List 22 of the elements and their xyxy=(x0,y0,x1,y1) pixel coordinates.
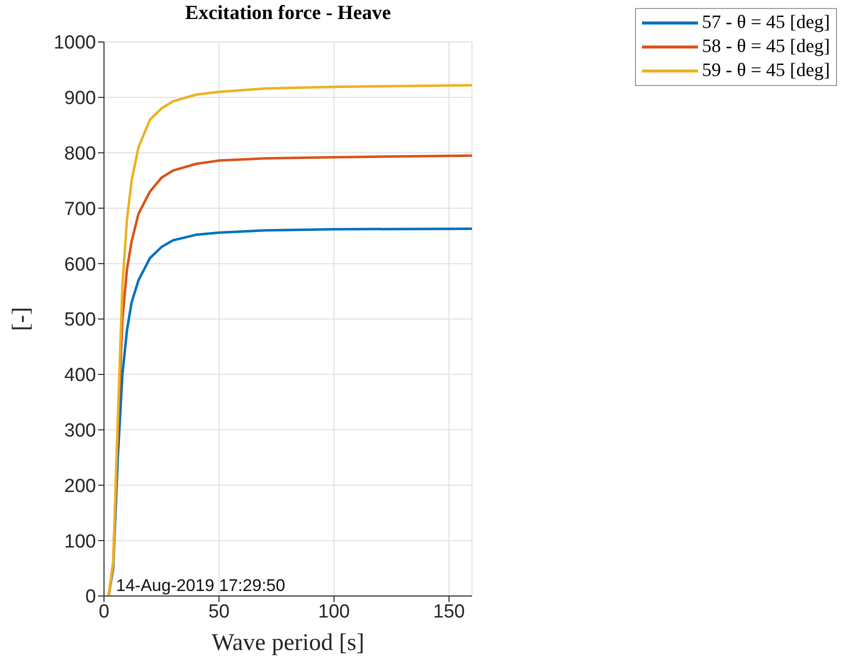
y-axis-title: [-] xyxy=(8,307,35,331)
chart-title: Excitation force - Heave xyxy=(184,2,392,25)
y-tick-label: 300 xyxy=(64,420,96,442)
y-tick-label: 200 xyxy=(64,476,96,497)
y-tick-label: 900 xyxy=(64,88,96,110)
x-tick-label: 0 xyxy=(98,601,110,622)
legend-label: 57 - θ = 45 [deg] xyxy=(702,11,830,35)
y-tick-label: 800 xyxy=(64,144,96,165)
x-tick-label: 50 xyxy=(208,601,230,622)
y-tick-label: 100 xyxy=(64,531,96,552)
legend-label: 59 - θ = 45 [deg] xyxy=(702,59,830,83)
x-tick-label: 150 xyxy=(433,601,465,622)
legend-label: 58 - θ = 45 [deg] xyxy=(702,35,830,59)
y-tick-label: 1000 xyxy=(54,32,96,54)
y-tick-label: 0 xyxy=(85,586,96,608)
y-tick-label: 600 xyxy=(64,254,96,276)
x-axis-title: Wave period [s] xyxy=(212,630,364,656)
y-tick-label: 700 xyxy=(64,198,96,220)
y-tick-label: 500 xyxy=(64,310,96,331)
x-tick-label: 100 xyxy=(318,601,350,622)
y-tick-label: 400 xyxy=(64,365,96,386)
annotation: 14-Aug-2019 17:29:50 xyxy=(116,576,286,596)
